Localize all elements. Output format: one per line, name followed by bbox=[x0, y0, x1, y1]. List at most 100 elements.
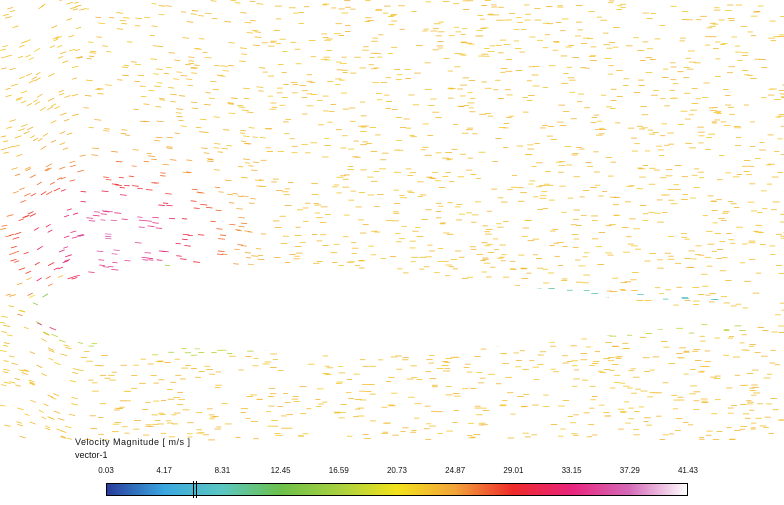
velocity-vector bbox=[131, 185, 139, 187]
velocity-vector bbox=[174, 132, 180, 134]
velocity-vector bbox=[69, 160, 76, 164]
velocity-vector bbox=[168, 52, 175, 54]
velocity-vector bbox=[17, 423, 24, 427]
velocity-vector bbox=[244, 252, 251, 254]
velocity-vector bbox=[20, 123, 28, 128]
velocity-vector bbox=[240, 53, 247, 55]
velocity-vector bbox=[175, 112, 182, 114]
velocity-vector bbox=[9, 67, 16, 71]
colorbar-tick-label: 16.59 bbox=[328, 466, 349, 475]
velocity-vector bbox=[252, 136, 259, 138]
velocity-vector bbox=[9, 381, 16, 384]
velocity-vector bbox=[121, 218, 128, 220]
velocity-vector bbox=[63, 246, 69, 249]
velocity-vector bbox=[94, 211, 100, 213]
velocity-vector bbox=[71, 93, 79, 97]
velocity-vector bbox=[213, 64, 221, 67]
velocity-vector bbox=[8, 305, 15, 308]
velocity-vector bbox=[12, 190, 19, 194]
velocity-vector bbox=[45, 163, 52, 168]
velocity-vector bbox=[0, 56, 7, 59]
velocity-vector bbox=[66, 208, 72, 211]
velocity-vector bbox=[85, 79, 93, 82]
velocity-vector bbox=[179, 258, 187, 260]
velocity-vector bbox=[176, 108, 183, 110]
velocity-vector bbox=[63, 235, 70, 239]
velocity-vector bbox=[91, 154, 98, 156]
velocity-vector bbox=[155, 136, 163, 139]
velocity-vector bbox=[50, 396, 57, 400]
velocity-vector bbox=[186, 21, 194, 23]
velocity-vector bbox=[244, 230, 251, 232]
velocity-vector bbox=[198, 192, 205, 194]
velocity-vector bbox=[240, 222, 248, 225]
velocity-vector bbox=[164, 264, 170, 267]
velocity-vector bbox=[175, 242, 181, 245]
velocity-vector bbox=[158, 45, 164, 48]
velocity-vector bbox=[108, 265, 114, 268]
velocity-vector bbox=[204, 56, 212, 59]
velocity-vector bbox=[256, 86, 264, 88]
velocity-vector bbox=[191, 107, 199, 110]
velocity-vector bbox=[246, 32, 254, 34]
velocity-vector bbox=[95, 88, 101, 91]
velocity-vector bbox=[63, 118, 70, 122]
velocity-vector bbox=[3, 151, 9, 154]
colorbar-tick-label: 20.73 bbox=[386, 466, 408, 475]
velocity-vector bbox=[8, 233, 15, 237]
velocity-vector bbox=[71, 277, 78, 280]
velocity-vector bbox=[156, 82, 163, 84]
velocity-vector bbox=[106, 179, 112, 181]
velocity-vector bbox=[187, 234, 193, 237]
velocity-vector bbox=[10, 83, 18, 87]
velocity-vector bbox=[238, 225, 245, 228]
velocity-vector bbox=[186, 171, 192, 173]
velocity-vector bbox=[220, 75, 226, 77]
velocity-vector bbox=[72, 368, 80, 371]
velocity-vector bbox=[30, 135, 35, 139]
velocity-vector bbox=[34, 101, 41, 105]
velocity-vector bbox=[24, 39, 31, 43]
velocity-vector bbox=[73, 1, 79, 4]
velocity-vector bbox=[29, 294, 36, 299]
legend-title: Velocity Magnitude [ m/s ] bbox=[75, 437, 191, 447]
velocity-vector bbox=[3, 360, 9, 362]
velocity-vector bbox=[191, 188, 198, 191]
velocity-vector bbox=[155, 227, 163, 229]
velocity-vector bbox=[251, 29, 259, 32]
velocity-vector bbox=[95, 16, 102, 19]
velocity-vector bbox=[202, 131, 209, 134]
velocity-vector bbox=[47, 106, 54, 111]
colorbar-tick-label: 33.15 bbox=[561, 466, 582, 475]
velocity-vector bbox=[222, 70, 230, 72]
colorbar-tick-label: 29.01 bbox=[503, 466, 524, 475]
velocity-vector bbox=[206, 206, 213, 209]
velocity-vector bbox=[10, 258, 17, 262]
velocity-vector bbox=[36, 277, 43, 282]
velocity-vector bbox=[122, 74, 129, 77]
velocity-vector bbox=[59, 0, 63, 2]
velocity-vector bbox=[204, 103, 211, 106]
velocity-vector bbox=[147, 225, 155, 227]
velocity-vector bbox=[242, 87, 250, 90]
velocity-vector bbox=[88, 55, 95, 57]
velocity-vector bbox=[36, 181, 42, 186]
velocity-vector bbox=[0, 227, 6, 231]
velocity-vector bbox=[18, 128, 25, 132]
velocity-vector bbox=[257, 254, 264, 257]
velocity-vector bbox=[47, 97, 55, 102]
velocity-vector bbox=[47, 283, 53, 287]
velocity-vector bbox=[96, 36, 103, 38]
velocity-vector bbox=[247, 263, 255, 266]
velocity-vector bbox=[111, 183, 119, 185]
velocity-vector bbox=[123, 64, 130, 67]
velocity-vector bbox=[77, 169, 84, 173]
velocity-vector bbox=[134, 80, 140, 83]
velocity-vector bbox=[217, 250, 225, 253]
velocity-vector bbox=[144, 220, 152, 222]
velocity-vector bbox=[70, 6, 77, 10]
velocity-vector bbox=[138, 226, 145, 228]
velocity-vector bbox=[22, 369, 28, 372]
velocity-vector bbox=[94, 119, 102, 121]
